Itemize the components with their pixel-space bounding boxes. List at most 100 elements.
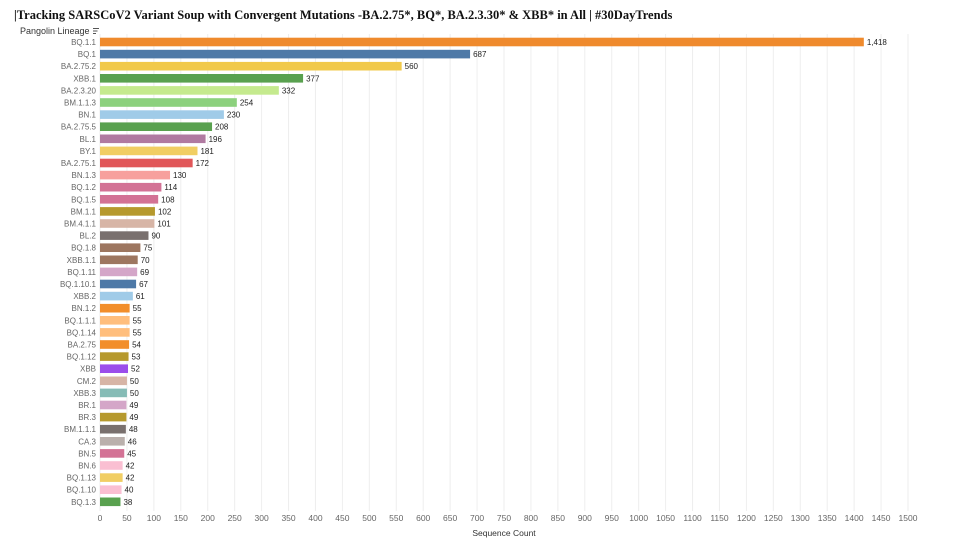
bar — [100, 170, 171, 180]
value-label: 181 — [200, 147, 214, 156]
bar — [100, 61, 402, 71]
bars: BQ.1.1 1,418 BQ.1 687 BA.2.75.2 560 XBB.1 377 BA… — [60, 37, 888, 507]
value-label: 560 — [405, 62, 419, 71]
category-label: BY.1 — [80, 147, 97, 156]
x-tick-label: 150 — [174, 513, 188, 523]
x-tick-label: 300 — [255, 513, 269, 523]
bar — [100, 291, 133, 301]
bar — [100, 424, 126, 434]
bar — [100, 219, 155, 228]
value-label: 50 — [130, 389, 139, 398]
value-label: 42 — [126, 462, 135, 471]
row-header-label: Pangolin Lineage — [20, 26, 90, 36]
x-tick-label: 1150 — [710, 513, 729, 523]
bar — [100, 388, 127, 398]
category-label: XBB.3 — [73, 389, 96, 398]
bar — [100, 231, 149, 240]
value-label: 52 — [131, 365, 140, 374]
x-tick-label: 100 — [147, 513, 161, 523]
bar — [100, 207, 155, 216]
bar — [100, 49, 471, 59]
row-header[interactable]: Pangolin Lineage — [20, 26, 100, 36]
value-label: 208 — [215, 123, 229, 132]
category-label: BN.6 — [78, 462, 96, 471]
value-label: 48 — [129, 425, 138, 434]
x-tick-label: 800 — [524, 513, 538, 523]
value-label: 90 — [151, 232, 160, 241]
value-label: 53 — [132, 353, 141, 362]
bar — [100, 303, 130, 313]
category-label: BQ.1.2 — [71, 183, 96, 192]
bar — [100, 279, 137, 289]
x-tick-label: 250 — [228, 513, 242, 523]
bar — [100, 182, 162, 192]
x-tick-label: 1400 — [845, 513, 864, 523]
bar — [100, 37, 864, 47]
bar — [100, 352, 129, 361]
value-label: 108 — [161, 195, 175, 204]
x-tick-label: 850 — [551, 513, 565, 523]
bar — [100, 74, 304, 83]
bar — [100, 255, 138, 265]
value-label: 45 — [127, 449, 136, 458]
x-tick-label: 0 — [98, 513, 103, 523]
x-tick-label: 1450 — [872, 513, 891, 523]
x-tick-label: 1250 — [764, 513, 783, 523]
x-tick-label: 1200 — [737, 513, 756, 523]
x-tick-label: 700 — [470, 513, 484, 523]
value-label: 196 — [209, 135, 223, 144]
category-label: BQ.1 — [78, 50, 97, 59]
value-label: 172 — [196, 159, 210, 168]
bar — [100, 134, 206, 144]
bar — [100, 86, 279, 95]
x-tick-label: 750 — [497, 513, 511, 523]
bar — [100, 461, 123, 470]
category-label: BA.2.75.2 — [61, 62, 97, 71]
category-label: BQ.1.10 — [67, 486, 97, 495]
category-label: BQ.1.14 — [67, 328, 97, 337]
category-label: CM.2 — [77, 377, 97, 386]
value-label: 55 — [133, 316, 142, 325]
category-label: BM.4.1.1 — [64, 220, 97, 229]
category-label: BQ.1.12 — [67, 353, 97, 362]
value-label: 49 — [129, 413, 138, 422]
x-tick-label: 200 — [201, 513, 215, 523]
x-tick-label: 1050 — [656, 513, 675, 523]
x-axis: 0 50 100 150 200 250 300 350 400 450 500 550 600 650 7… — [98, 513, 918, 523]
value-label: 130 — [173, 171, 187, 180]
bar — [100, 243, 141, 252]
category-label: BA.2.75.1 — [61, 159, 97, 168]
bar — [100, 195, 159, 204]
value-label: 38 — [123, 498, 132, 507]
x-tick-label: 500 — [362, 513, 376, 523]
sort-icon[interactable] — [92, 27, 100, 35]
bar — [100, 364, 129, 373]
bar — [100, 122, 213, 131]
bar — [100, 98, 237, 107]
category-label: BN.1 — [78, 111, 96, 120]
x-tick-label: 600 — [416, 513, 430, 523]
bar — [100, 316, 130, 325]
category-label: BQ.1.1 — [71, 38, 96, 47]
value-label: 67 — [139, 280, 148, 289]
x-tick-label: 1000 — [629, 513, 648, 523]
value-label: 46 — [128, 437, 137, 446]
value-label: 1,418 — [867, 38, 888, 47]
value-label: 54 — [132, 341, 141, 350]
value-label: 70 — [141, 256, 150, 265]
value-label: 101 — [157, 220, 171, 229]
category-label: BQ.1.13 — [67, 474, 97, 483]
bar — [100, 158, 193, 168]
bar — [100, 376, 127, 386]
x-tick-label: 1350 — [818, 513, 837, 523]
bar — [100, 400, 127, 410]
x-tick-label: 950 — [605, 513, 619, 523]
value-label: 75 — [143, 244, 152, 253]
value-label: 50 — [130, 377, 139, 386]
category-label: BM.1.1.3 — [64, 99, 97, 108]
category-label: XBB.1 — [73, 74, 96, 83]
value-label: 55 — [133, 304, 142, 313]
bar — [100, 267, 138, 277]
x-tick-label: 450 — [335, 513, 349, 523]
